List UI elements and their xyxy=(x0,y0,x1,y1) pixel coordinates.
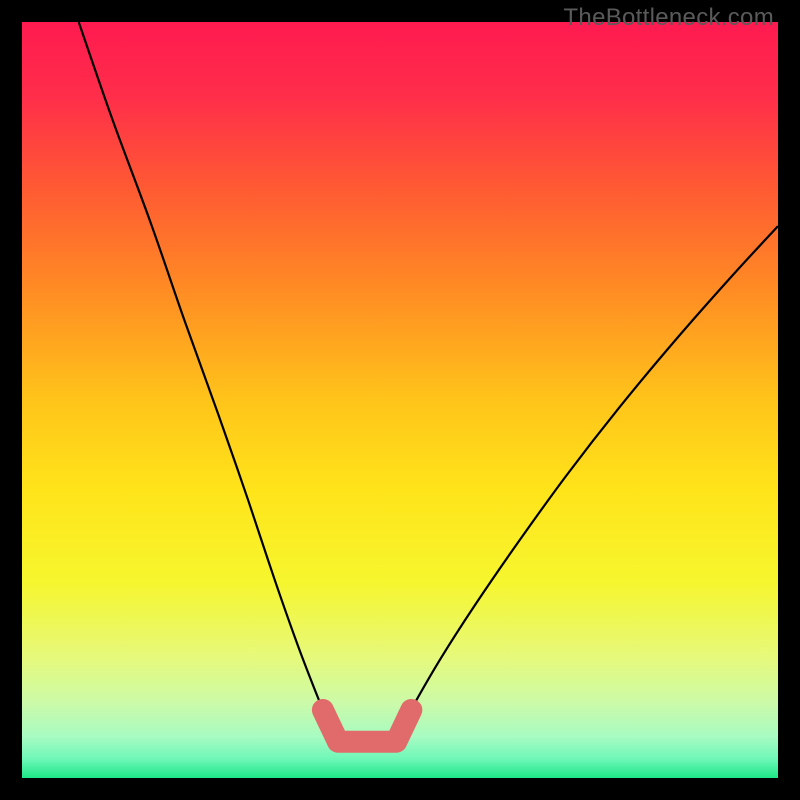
curve-right-branch xyxy=(400,226,778,731)
chart-container: TheBottleneck.com xyxy=(0,0,800,800)
plot-area xyxy=(22,22,778,778)
bottleneck-highlight xyxy=(323,710,411,742)
curve-left-branch xyxy=(79,22,332,731)
curve-overlay xyxy=(22,22,778,778)
watermark-text: TheBottleneck.com xyxy=(563,4,774,32)
